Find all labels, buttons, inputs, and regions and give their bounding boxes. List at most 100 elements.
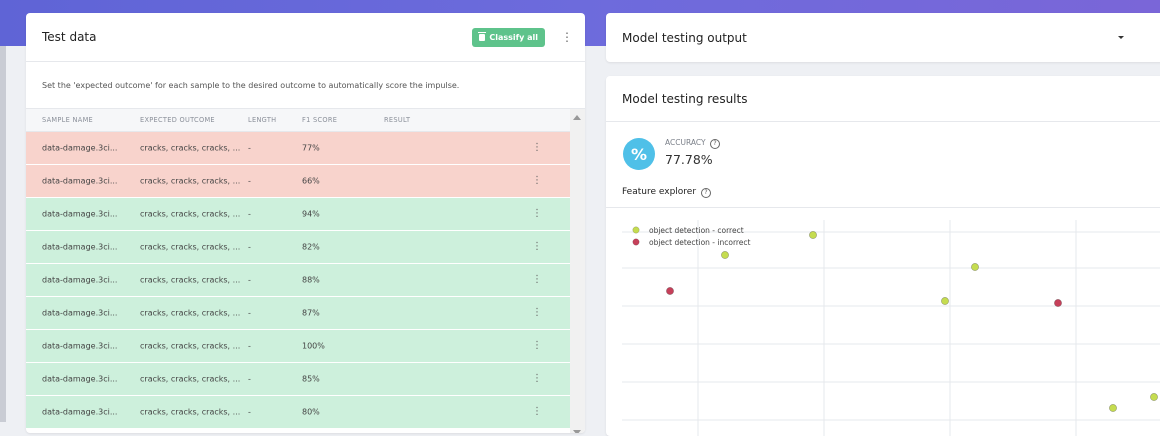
table-scrollbar[interactable] xyxy=(570,109,585,433)
test-data-title: Test data xyxy=(42,30,97,44)
f1-score-cell: 82% xyxy=(302,242,320,252)
sample-name-cell: data-damage.3ci... xyxy=(42,308,118,318)
column-length[interactable]: LENGTH xyxy=(248,116,277,124)
legend-marker xyxy=(632,238,640,246)
table-row[interactable]: data-damage.3ci... cracks, cracks, cracks… xyxy=(26,363,585,396)
row-menu-icon[interactable]: ⋮ xyxy=(532,208,542,219)
sample-name-cell: data-damage.3ci... xyxy=(42,176,118,186)
legend-entry[interactable]: object detection - incorrect xyxy=(632,238,751,247)
model-testing-output-card[interactable]: Model testing output xyxy=(606,13,1160,62)
table-row[interactable]: data-damage.3ci... cracks, cracks, cracks… xyxy=(26,132,585,165)
legend-marker xyxy=(632,226,640,234)
table-row[interactable]: data-damage.3ci... cracks, cracks, cracks… xyxy=(26,297,585,330)
table-row[interactable]: data-damage.3ci... cracks, cracks, cracks… xyxy=(26,264,585,297)
row-menu-icon[interactable]: ⋮ xyxy=(532,142,542,153)
expected-outcome-cell: cracks, cracks, cracks, ... xyxy=(140,341,241,351)
row-menu-icon[interactable]: ⋮ xyxy=(532,340,542,351)
legend-label: object detection - incorrect xyxy=(649,238,751,247)
data-point[interactable] xyxy=(809,231,817,239)
length-cell: - xyxy=(248,242,251,252)
feature-explorer-plot[interactable]: object detection - correct object detecti… xyxy=(606,208,1160,436)
length-cell: - xyxy=(248,308,251,318)
row-menu-icon[interactable]: ⋮ xyxy=(532,274,542,285)
data-point[interactable] xyxy=(1109,404,1117,412)
test-data-description: Set the 'expected outcome' for each samp… xyxy=(26,62,585,109)
sample-name-cell: data-damage.3ci... xyxy=(42,374,118,384)
length-cell: - xyxy=(248,209,251,219)
f1-score-cell: 88% xyxy=(302,275,320,285)
accuracy-label-text: ACCURACY xyxy=(665,138,706,147)
model-testing-results-title: Model testing results xyxy=(622,91,748,106)
data-point[interactable] xyxy=(1150,393,1158,401)
model-testing-results-header: Model testing results xyxy=(606,76,1160,122)
feature-explorer-text: Feature explorer xyxy=(622,187,697,197)
more-options-icon[interactable]: ⋮ xyxy=(561,30,573,44)
f1-score-cell: 100% xyxy=(302,341,325,351)
expected-outcome-cell: cracks, cracks, cracks, ... xyxy=(140,374,241,384)
length-cell: - xyxy=(248,143,251,153)
test-data-header: Test data Classify all ⋮ xyxy=(26,13,585,62)
row-menu-icon[interactable]: ⋮ xyxy=(532,373,542,384)
expected-outcome-cell: cracks, cracks, cracks, ... xyxy=(140,242,241,252)
column-result[interactable]: RESULT xyxy=(384,116,411,124)
legend-entry[interactable]: object detection - correct xyxy=(632,226,744,235)
scroll-down-icon[interactable] xyxy=(573,430,581,433)
data-point[interactable] xyxy=(666,287,674,295)
table-row[interactable]: data-damage.3ci... cracks, cracks, cracks… xyxy=(26,330,585,363)
percent-icon: % xyxy=(623,138,655,170)
data-point[interactable] xyxy=(1054,299,1062,307)
length-cell: - xyxy=(248,275,251,285)
expected-outcome-cell: cracks, cracks, cracks, ... xyxy=(140,308,241,318)
sample-name-cell: data-damage.3ci... xyxy=(42,209,118,219)
feature-explorer-label: Feature explorer ? xyxy=(622,187,711,198)
test-data-card: Test data Classify all ⋮ Set the 'expect… xyxy=(26,13,585,433)
model-testing-output-title: Model testing output xyxy=(622,30,747,45)
f1-score-cell: 77% xyxy=(302,143,320,153)
sample-name-cell: data-damage.3ci... xyxy=(42,143,118,153)
scroll-up-icon[interactable] xyxy=(573,115,581,120)
accuracy-label: ACCURACY ? xyxy=(665,138,720,149)
classify-all-label: Classify all xyxy=(489,32,538,42)
caret-down-icon[interactable] xyxy=(1118,36,1124,39)
row-menu-icon[interactable]: ⋮ xyxy=(532,307,542,318)
test-data-table: SAMPLE NAME EXPECTED OUTCOME LENGTH F1 S… xyxy=(26,109,585,429)
sample-name-cell: data-damage.3ci... xyxy=(42,341,118,351)
feature-explorer-help-icon[interactable]: ? xyxy=(700,188,711,198)
accuracy-value: 77.78% xyxy=(665,152,713,167)
row-menu-icon[interactable]: ⋮ xyxy=(532,406,542,417)
feature-explorer-divider xyxy=(606,207,1160,208)
sample-name-cell: data-damage.3ci... xyxy=(42,242,118,252)
expected-outcome-cell: cracks, cracks, cracks, ... xyxy=(140,407,241,417)
length-cell: - xyxy=(248,407,251,417)
table-body: data-damage.3ci... cracks, cracks, cracks… xyxy=(26,132,585,429)
expected-outcome-cell: cracks, cracks, cracks, ... xyxy=(140,275,241,285)
column-f1-score[interactable]: F1 SCORE xyxy=(302,116,338,124)
data-point[interactable] xyxy=(941,297,949,305)
f1-score-cell: 80% xyxy=(302,407,320,417)
column-sample-name[interactable]: SAMPLE NAME xyxy=(42,116,94,124)
sample-name-cell: data-damage.3ci... xyxy=(42,275,118,285)
classify-all-button[interactable]: Classify all xyxy=(472,27,545,47)
table-row[interactable]: data-damage.3ci... cracks, cracks, cracks… xyxy=(26,396,585,429)
f1-score-cell: 87% xyxy=(302,308,320,318)
row-menu-icon[interactable]: ⋮ xyxy=(532,175,542,186)
data-point[interactable] xyxy=(971,263,979,271)
table-row[interactable]: data-damage.3ci... cracks, cracks, cracks… xyxy=(26,231,585,264)
trash-icon xyxy=(478,31,487,41)
data-point[interactable] xyxy=(721,251,729,259)
model-testing-results-card: Model testing results % ACCURACY ? 77.78… xyxy=(606,76,1160,436)
row-menu-icon[interactable]: ⋮ xyxy=(532,241,542,252)
f1-score-cell: 85% xyxy=(302,374,320,384)
column-expected-outcome[interactable]: EXPECTED OUTCOME xyxy=(140,116,215,124)
left-sidebar-edge xyxy=(0,46,6,422)
model-testing-output-header[interactable]: Model testing output xyxy=(606,13,1160,62)
table-row[interactable]: data-damage.3ci... cracks, cracks, cracks… xyxy=(26,165,585,198)
accuracy-help-icon[interactable]: ? xyxy=(709,139,720,149)
length-cell: - xyxy=(248,176,251,186)
table-row[interactable]: data-damage.3ci... cracks, cracks, cracks… xyxy=(26,198,585,231)
expected-outcome-cell: cracks, cracks, cracks, ... xyxy=(140,143,241,153)
table-header: SAMPLE NAME EXPECTED OUTCOME LENGTH F1 S… xyxy=(26,109,585,132)
sample-name-cell: data-damage.3ci... xyxy=(42,407,118,417)
expected-outcome-cell: cracks, cracks, cracks, ... xyxy=(140,176,241,186)
length-cell: - xyxy=(248,341,251,351)
